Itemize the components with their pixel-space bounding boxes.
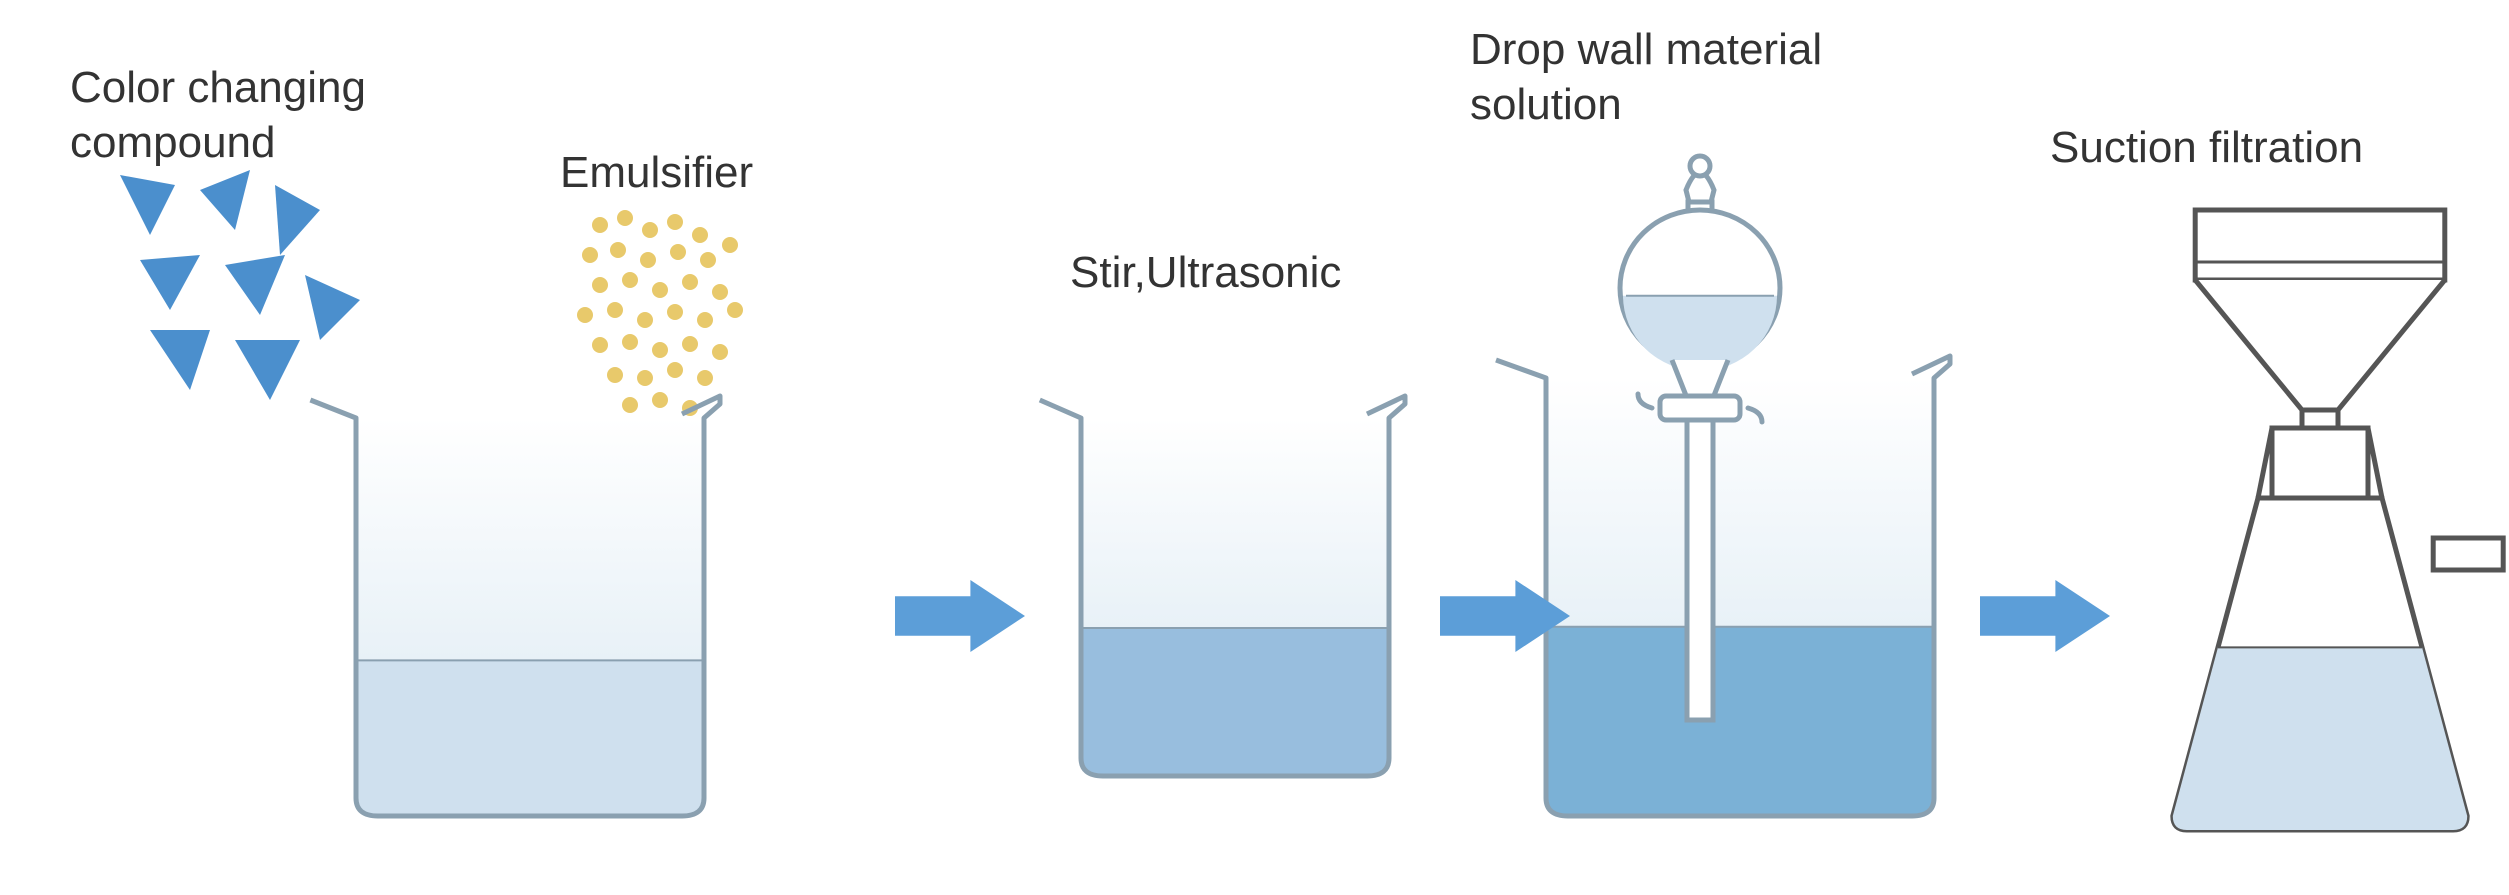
compound-shards-icon [120,170,360,400]
suction-filtration-icon [2173,210,2503,830]
diagram-svg [0,0,2509,895]
beaker-3-icon [1496,356,1950,816]
diagram-canvas: Color changing compound Emulsifier Stir,… [0,0,2509,895]
beaker-2-icon [1040,396,1405,776]
beaker-1-icon [310,396,720,816]
emulsifier-dots-icon [577,210,743,416]
